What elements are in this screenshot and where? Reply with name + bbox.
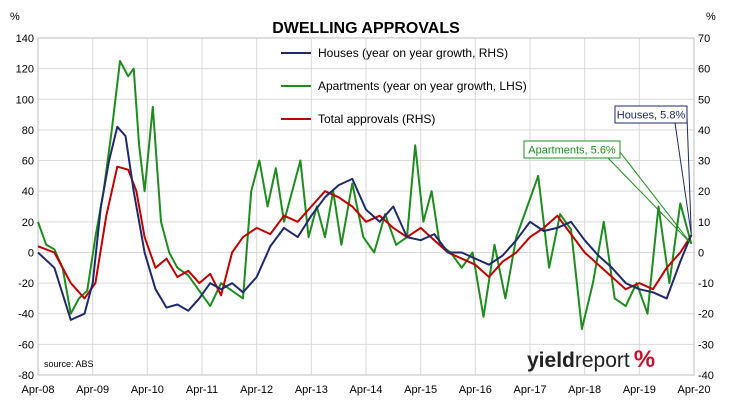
x-tick-label: Apr-10 xyxy=(131,384,164,396)
right-tick-label: 50 xyxy=(698,94,710,106)
x-axis-ticks: Apr-08 Apr-09 Apr-10 Apr-11 Apr-12 Apr-13 Apr-… xyxy=(21,384,710,396)
left-tick-label: -80 xyxy=(18,370,34,382)
callout-box-houses xyxy=(614,105,688,124)
right-tick-label: -10 xyxy=(698,278,714,290)
x-tick-label: Apr-11 xyxy=(186,384,218,396)
x-tick-label: Apr-14 xyxy=(349,384,382,396)
x-tick-label: Apr-13 xyxy=(295,384,328,396)
legend-label-total-approvals: Total approvals (RHS) xyxy=(318,112,435,126)
right-tick-label: 0 xyxy=(698,247,704,259)
x-tick-label: Apr-09 xyxy=(76,384,109,396)
x-tick-label: Apr-12 xyxy=(240,384,273,396)
x-tick-label: Apr-19 xyxy=(623,384,656,396)
right-axis-ticks: 70 60 50 40 30 20 10 0 -10 -20 -30 -40 xyxy=(698,33,714,382)
right-axis-unit: % xyxy=(706,11,716,23)
x-tick-label: Apr-17 xyxy=(513,384,546,396)
right-tick-label: 60 xyxy=(698,64,710,76)
left-axis-unit: % xyxy=(10,11,20,23)
chart-title: DWELLING APPROVALS xyxy=(272,20,460,37)
callout-label-apartments: Apartments, 5.6% xyxy=(528,145,616,157)
right-tick-label: 40 xyxy=(698,125,710,137)
left-tick-label: -40 xyxy=(18,309,34,321)
series-line-apartments xyxy=(37,60,693,330)
left-tick-label: 40 xyxy=(22,186,34,198)
svg-text:yieldreport%: yieldreport% xyxy=(527,346,655,373)
x-tick-label: Apr-16 xyxy=(459,384,492,396)
plot-area-border xyxy=(37,37,695,376)
callout-leader-apartments xyxy=(607,151,692,245)
left-tick-label: 80 xyxy=(22,125,34,137)
x-tick-label: Apr-08 xyxy=(21,384,54,396)
right-tick-label: -30 xyxy=(698,339,714,351)
gridlines xyxy=(37,37,695,376)
left-tick-label: 140 xyxy=(16,33,34,45)
right-tick-label: -20 xyxy=(698,309,714,321)
right-tick-label: -40 xyxy=(698,370,714,382)
left-axis-ticks: 140 120 100 80 60 40 20 0 -20 -40 -60 -80 xyxy=(16,33,34,382)
left-tick-label: 100 xyxy=(16,94,34,106)
left-tick-label: 60 xyxy=(22,156,34,168)
left-tick-label: 120 xyxy=(16,64,34,76)
right-tick-label: 10 xyxy=(698,217,710,229)
x-tick-label: Apr-18 xyxy=(568,384,601,396)
annotations: Houses, 5.8% Apartments, 5.6% xyxy=(523,105,692,245)
x-tick-label: Apr-20 xyxy=(677,384,710,396)
yieldreport-logo: yieldreport% xyxy=(527,346,655,373)
left-tick-label: 20 xyxy=(22,217,34,229)
series-lines xyxy=(37,60,693,330)
series-line-houses xyxy=(37,125,693,321)
right-tick-label: 20 xyxy=(698,186,710,198)
legend-label-apartments: Apartments (year on year growth, LHS) xyxy=(318,79,527,93)
source-note: source: ABS xyxy=(44,359,94,369)
callout-label-houses: Houses, 5.8% xyxy=(617,110,686,122)
right-tick-label: 70 xyxy=(698,33,710,45)
left-tick-label: -20 xyxy=(18,278,34,290)
left-tick-label: -60 xyxy=(18,339,34,351)
right-tick-label: 30 xyxy=(698,156,710,168)
legend-label-houses: Houses (year on year growth, RHS) xyxy=(318,46,508,60)
callout-box-apartments xyxy=(523,140,621,159)
series-line-total-approvals xyxy=(37,165,693,300)
callout-leader-houses xyxy=(674,116,692,235)
legend: Houses (year on year growth, RHS) Apartme… xyxy=(281,46,527,126)
x-tick-label: Apr-15 xyxy=(404,384,437,396)
plot-frame xyxy=(37,37,695,376)
left-tick-label: 0 xyxy=(28,247,34,259)
